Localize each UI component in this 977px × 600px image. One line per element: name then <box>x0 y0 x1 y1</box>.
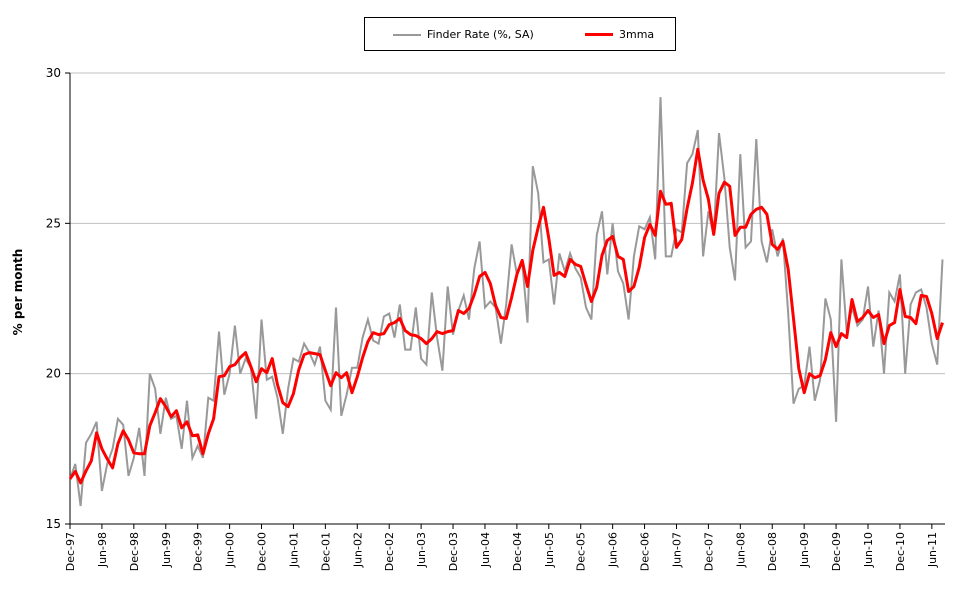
y-tick-label: 20 <box>46 367 61 381</box>
legend: Finder Rate (%, SA) 3mma <box>364 17 676 51</box>
x-tick-label: Jun-00 <box>224 532 237 568</box>
x-tick-label: Dec-08 <box>766 532 779 571</box>
y-tick-label: 25 <box>46 216 61 230</box>
x-tick-label: Jun-09 <box>798 532 811 568</box>
y-tick-labels: 15 20 25 30 <box>46 66 61 531</box>
x-tick-label: Jun-11 <box>926 532 939 568</box>
x-tick-label: Dec-05 <box>575 532 588 571</box>
x-tick-label: Jun-06 <box>607 532 620 568</box>
x-tick-label: Jun-07 <box>670 532 683 568</box>
y-tick-label: 30 <box>46 66 61 80</box>
x-tick-label: Dec-02 <box>383 532 396 571</box>
x-tick-label: Jun-08 <box>734 532 747 568</box>
x-tick-label: Dec-07 <box>702 532 715 571</box>
gridlines <box>70 72 945 375</box>
y-tick-label: 15 <box>46 517 61 531</box>
x-tick-label: Dec-98 <box>128 532 141 571</box>
x-tick-label: Dec-09 <box>830 532 843 571</box>
x-tick-label: Dec-03 <box>447 532 460 571</box>
x-tick-label: Jun-04 <box>479 532 492 568</box>
x-tick-label: Jun-01 <box>287 532 300 568</box>
axes <box>65 72 945 529</box>
legend-label: 3mma <box>619 28 655 41</box>
series-finder-rate-line <box>69 97 944 507</box>
series-lines <box>68 97 944 507</box>
x-tick-label: Jun-99 <box>160 532 173 568</box>
x-tick-label: Dec-06 <box>639 532 652 571</box>
y-axis-label: % per month <box>11 248 25 336</box>
x-tick-label: Dec-97 <box>64 532 77 571</box>
legend-label: Finder Rate (%, SA) <box>427 28 534 41</box>
legend-item-finder-rate: Finder Rate (%, SA) <box>393 28 534 41</box>
legend-swatch-gray <box>393 33 421 36</box>
legend-item-3mma: 3mma <box>585 28 654 41</box>
x-tick-label: Jun-05 <box>543 532 556 568</box>
x-tick-label: Jun-98 <box>96 532 109 568</box>
x-tick-label: Dec-04 <box>511 532 524 571</box>
legend-swatch-red <box>585 33 613 36</box>
x-tick-labels: Dec-97 Jun-98 Dec-98 Jun-99 Dec-99 Jun-00 Dec-… <box>64 532 939 571</box>
series-3mma-line <box>68 147 944 485</box>
x-tick-label: Jun-03 <box>415 532 428 568</box>
x-tick-label: Dec-00 <box>256 532 269 571</box>
x-tick-label: Dec-01 <box>319 532 332 571</box>
x-tick-label: Jun-02 <box>351 532 364 568</box>
x-tick-label: Jun-10 <box>862 532 875 568</box>
x-tick-label: Dec-99 <box>192 532 205 571</box>
x-tick-label: Dec-10 <box>894 532 907 571</box>
